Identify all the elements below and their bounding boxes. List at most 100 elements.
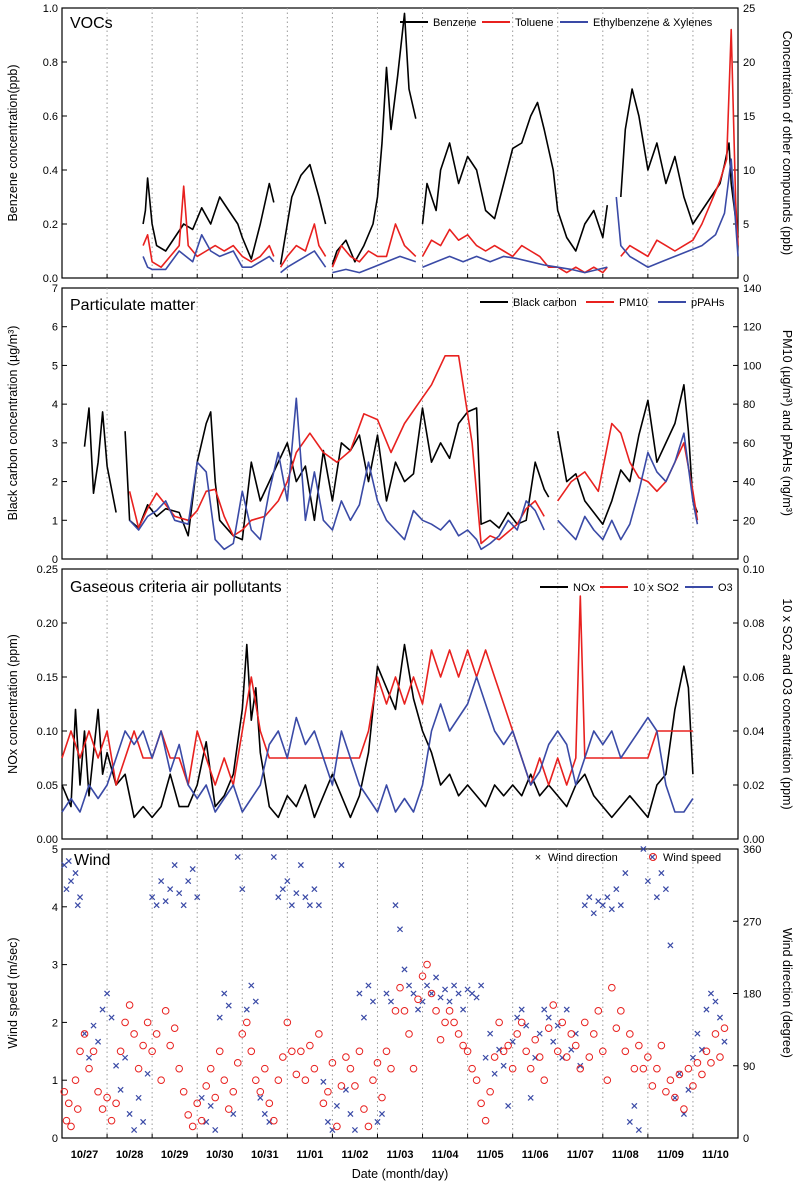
point-wind-direction	[405, 982, 413, 989]
point-wind-speed	[351, 1082, 359, 1090]
point-wind-speed	[445, 1007, 454, 1015]
point-wind-direction	[360, 1014, 367, 1021]
point-wind-speed	[360, 1105, 368, 1113]
point-wind-speed	[504, 1041, 512, 1050]
point-wind-speed	[134, 1064, 143, 1073]
date-tick-label: 11/05	[477, 1149, 504, 1161]
point-wind-speed	[166, 1041, 174, 1050]
y2-tick-label: 0	[743, 554, 749, 566]
y2-tick-label: 15	[743, 111, 755, 123]
point-wind-speed	[711, 1030, 720, 1038]
point-wind-direction	[243, 1006, 250, 1013]
y-tick-label: 0.8	[43, 57, 58, 69]
point-wind-direction	[99, 1006, 106, 1013]
y-tick-label: 2	[52, 1017, 58, 1029]
point-wind-speed	[396, 983, 404, 992]
point-wind-speed	[436, 1035, 445, 1044]
point-wind-direction	[536, 1030, 543, 1037]
legend-label-toluene: Toluene	[515, 17, 554, 29]
point-wind-speed	[125, 1001, 134, 1009]
point-wind-speed	[62, 1116, 71, 1125]
point-wind-speed	[121, 1018, 129, 1027]
point-wind-speed	[355, 1047, 364, 1056]
point-wind-direction	[212, 1126, 219, 1133]
point-wind-direction	[635, 1126, 642, 1133]
point-wind-direction	[419, 998, 426, 1005]
point-wind-direction	[437, 994, 444, 1001]
point-wind-speed	[157, 1076, 165, 1084]
point-wind-speed	[468, 1064, 476, 1073]
legend-marker-wind-speed	[649, 853, 657, 861]
point-wind-direction	[65, 858, 72, 865]
point-wind-direction	[113, 1062, 120, 1069]
point-wind-speed	[580, 1018, 589, 1027]
point-wind-speed	[680, 1105, 688, 1113]
y-tick-label: 1	[52, 515, 58, 527]
date-tick-label: 10/28	[116, 1149, 144, 1161]
legend-label-nox: NOx	[573, 582, 596, 594]
point-wind-speed	[270, 1116, 278, 1125]
y2-tick-label: 120	[743, 322, 761, 334]
point-wind-speed	[490, 1053, 499, 1061]
series-line-black-carbon	[83, 384, 699, 541]
point-wind-direction	[604, 894, 611, 901]
point-wind-speed	[486, 1087, 494, 1096]
point-wind-direction	[446, 998, 453, 1005]
point-wind-speed	[328, 1059, 337, 1067]
point-wind-speed	[337, 1082, 346, 1090]
point-wind-direction	[455, 990, 462, 997]
date-tick-label: 11/03	[387, 1149, 414, 1161]
point-wind-speed	[107, 1116, 116, 1125]
series-line-o3	[61, 676, 694, 813]
point-wind-direction	[383, 990, 390, 997]
point-wind-direction	[149, 894, 156, 901]
date-tick-label: 10/29	[161, 1149, 189, 1161]
panel-title: Gaseous criteria air pollutants	[70, 579, 282, 596]
point-wind-direction	[698, 1046, 705, 1053]
point-wind-speed	[477, 1099, 485, 1108]
point-wind-speed	[98, 1105, 107, 1113]
point-wind-speed	[233, 1059, 242, 1067]
series-line-ethylbenzene-xylenes	[142, 158, 739, 274]
point-wind-speed	[639, 1064, 648, 1073]
y2-axis-ticks: 0 90 180 270 360	[733, 844, 761, 1145]
y2-tick-label: 0.10	[743, 564, 764, 576]
point-wind-direction	[203, 1118, 210, 1125]
y-tick-label: 2	[52, 477, 58, 489]
point-wind-direction	[599, 902, 606, 909]
point-wind-direction	[608, 906, 615, 913]
point-wind-speed	[251, 1076, 260, 1084]
point-wind-direction	[671, 1094, 678, 1101]
point-wind-speed	[364, 1122, 373, 1131]
panel-title: Particulate matter	[70, 297, 196, 314]
legend-label-pm10: PM10	[619, 297, 648, 309]
y2-axis-label: Concentration of other compounds (ppb)	[780, 31, 794, 255]
point-wind-speed	[130, 1030, 138, 1038]
point-wind-direction	[617, 902, 624, 909]
point-wind-direction	[487, 1030, 494, 1037]
point-wind-direction	[649, 854, 656, 861]
point-wind-direction	[293, 890, 300, 897]
date-tick-label: 11/07	[567, 1149, 594, 1161]
point-wind-direction	[473, 994, 480, 1001]
point-wind-direction	[306, 902, 313, 909]
point-wind-speed	[513, 1030, 521, 1038]
point-wind-direction	[703, 1006, 710, 1013]
series-line-nox	[61, 643, 694, 819]
legend-label-benzene: Benzene	[433, 17, 476, 29]
point-wind-direction	[122, 1054, 129, 1061]
point-wind-direction	[185, 878, 192, 885]
y-tick-label: 0	[52, 554, 58, 566]
y2-tick-label: 25	[743, 3, 755, 15]
point-wind-speed	[224, 1105, 233, 1113]
point-wind-speed	[400, 1007, 409, 1015]
point-wind-speed	[301, 1076, 310, 1084]
point-wind-direction	[194, 894, 201, 901]
point-wind-direction	[315, 902, 322, 909]
point-wind-direction	[176, 890, 183, 897]
point-wind-direction	[95, 1038, 102, 1045]
y-axis-label: Wind speed (m/sec)	[6, 937, 20, 1048]
point-wind-speed	[85, 1064, 93, 1073]
series-line-pm10	[128, 355, 699, 545]
point-wind-direction	[81, 1030, 88, 1037]
